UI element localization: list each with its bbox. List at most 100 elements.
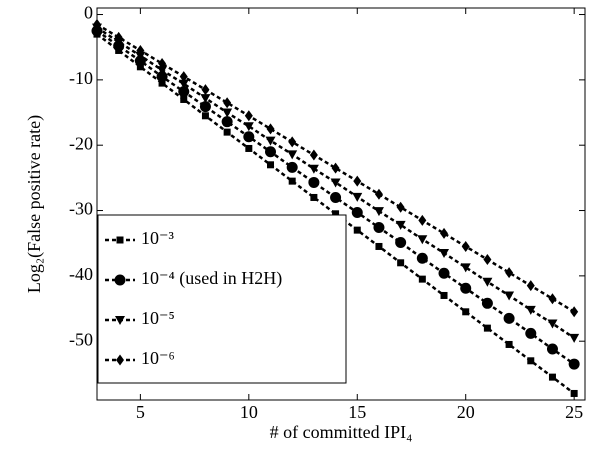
legend: 10⁻³ 10⁻⁴ (used in H2H) 10⁻⁵ 10⁻⁶ — [97, 214, 347, 384]
marker — [180, 95, 188, 103]
marker — [525, 327, 537, 339]
y-axis-label: Log₂(False positive rate) — [24, 115, 45, 293]
marker — [504, 291, 515, 301]
marker — [178, 86, 190, 98]
marker — [157, 66, 168, 76]
marker — [482, 277, 493, 287]
y-tick-label: -40 — [69, 264, 93, 284]
marker — [570, 389, 578, 397]
series-line — [96, 23, 575, 313]
marker — [439, 249, 450, 258]
marker — [308, 164, 319, 174]
marker — [93, 18, 101, 30]
legend-label: 10⁻⁴ (used in H2H) — [141, 268, 282, 289]
y-tick-label: -20 — [69, 133, 93, 153]
x-tick-label: 20 — [457, 402, 475, 422]
marker — [243, 122, 254, 132]
marker — [440, 227, 449, 239]
marker — [288, 177, 296, 185]
marker — [462, 308, 470, 316]
marker — [310, 193, 318, 201]
marker — [505, 267, 514, 279]
marker — [245, 144, 253, 152]
marker — [221, 116, 233, 128]
marker — [244, 110, 253, 122]
marker — [418, 214, 427, 226]
marker — [287, 150, 298, 160]
marker — [308, 176, 320, 188]
marker — [223, 97, 232, 109]
marker — [156, 71, 168, 83]
marker — [438, 267, 450, 279]
marker — [331, 162, 340, 174]
plot-frame — [96, 7, 586, 401]
legend-marker — [114, 274, 126, 286]
marker — [548, 293, 557, 305]
marker — [179, 71, 188, 83]
marker — [416, 252, 428, 264]
legend-label: 10⁻⁵ — [141, 308, 175, 328]
x-tick-label: 10 — [240, 402, 258, 422]
marker — [373, 207, 384, 217]
marker — [396, 201, 405, 213]
legend-label: 10⁻³ — [141, 228, 175, 248]
marker — [178, 79, 189, 89]
marker — [395, 220, 406, 230]
marker — [481, 297, 493, 309]
marker — [525, 305, 536, 315]
marker — [460, 282, 472, 294]
x-axis-label: # of committed IPI₄ — [270, 422, 413, 442]
marker — [200, 94, 211, 104]
legend-marker — [116, 354, 124, 366]
marker — [569, 333, 580, 343]
marker — [309, 149, 318, 161]
marker — [373, 222, 385, 234]
marker — [547, 319, 558, 329]
marker — [286, 161, 298, 173]
marker — [223, 128, 231, 136]
marker — [330, 191, 342, 203]
series-line — [96, 33, 575, 395]
y-tick-label: 0 — [84, 3, 93, 23]
marker — [243, 131, 255, 143]
marker — [397, 259, 405, 267]
marker — [374, 188, 383, 200]
marker — [503, 312, 515, 324]
y-tick-label: -30 — [69, 199, 93, 219]
marker — [222, 108, 233, 118]
marker — [158, 58, 167, 70]
marker — [375, 242, 383, 250]
legend-marker — [115, 316, 125, 325]
marker — [199, 101, 211, 113]
marker — [136, 44, 145, 56]
marker — [417, 235, 428, 245]
marker — [460, 263, 471, 273]
marker — [483, 254, 492, 266]
marker — [134, 55, 146, 67]
marker — [505, 340, 513, 348]
series-line — [96, 26, 575, 339]
legend-box — [97, 214, 347, 384]
marker — [332, 210, 340, 218]
marker — [201, 84, 210, 96]
marker — [483, 324, 491, 332]
marker — [440, 291, 448, 299]
marker — [265, 146, 277, 158]
marker — [352, 192, 363, 202]
marker — [136, 63, 144, 71]
marker — [135, 51, 146, 61]
y-tick-label: -10 — [69, 68, 93, 88]
marker — [288, 136, 297, 148]
marker — [546, 343, 558, 355]
marker — [265, 136, 276, 146]
marker — [418, 275, 426, 283]
marker — [351, 206, 363, 218]
x-tick-label: 15 — [348, 402, 366, 422]
x-tick-label: 5 — [136, 402, 145, 422]
marker — [461, 240, 470, 252]
marker — [330, 178, 341, 188]
legend-label: 10⁻⁶ — [141, 348, 175, 368]
y-tick-label: -50 — [69, 329, 93, 349]
marker — [353, 226, 361, 234]
marker — [526, 280, 535, 292]
